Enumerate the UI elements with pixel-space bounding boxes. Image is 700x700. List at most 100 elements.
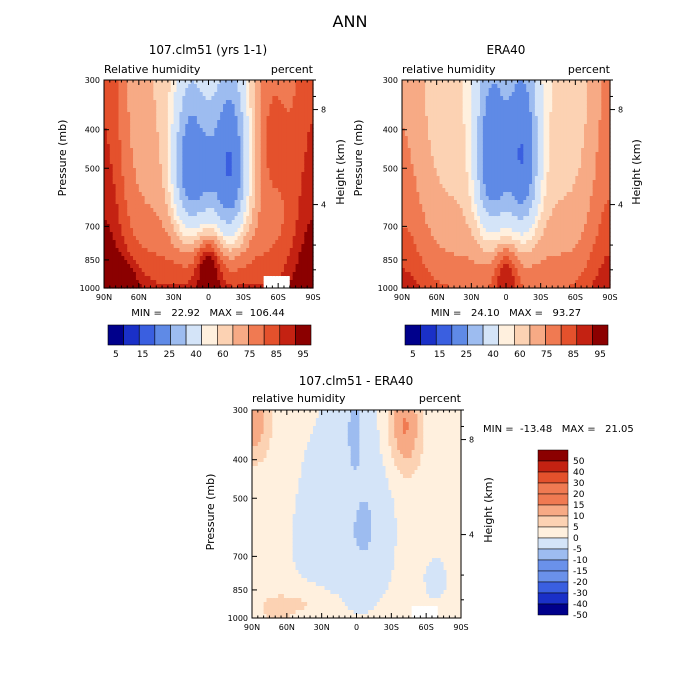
contour-cell bbox=[234, 140, 239, 145]
contour-cell bbox=[307, 228, 311, 233]
contour-cell bbox=[278, 240, 282, 245]
contour-cell bbox=[205, 100, 210, 105]
contour-cell bbox=[402, 184, 406, 189]
contour-cell bbox=[307, 220, 311, 225]
contour-cell bbox=[307, 184, 311, 189]
contour-cell bbox=[135, 128, 140, 133]
contour-cell bbox=[185, 100, 189, 105]
contour-cell bbox=[266, 188, 271, 193]
contour-cell bbox=[260, 104, 265, 109]
contour-cell bbox=[167, 212, 172, 217]
contour-cell bbox=[292, 248, 297, 253]
contour-cell bbox=[266, 92, 271, 97]
contour-cell bbox=[404, 168, 409, 173]
contour-cell bbox=[225, 124, 230, 129]
contour-cell bbox=[153, 252, 157, 257]
contour-cell bbox=[162, 180, 166, 185]
contour-cell bbox=[252, 124, 256, 129]
contour-cell bbox=[459, 112, 464, 117]
contour-cell bbox=[106, 252, 111, 257]
contour-cell bbox=[104, 268, 108, 273]
contour-cell bbox=[228, 228, 233, 233]
contour-cell bbox=[153, 212, 157, 217]
contour-cell bbox=[231, 156, 236, 161]
contour-cell bbox=[141, 164, 146, 169]
contour-cell bbox=[451, 256, 455, 261]
contour-cell bbox=[456, 272, 461, 277]
contour-cell bbox=[147, 160, 152, 165]
contour-cell bbox=[109, 256, 114, 261]
contour-cell bbox=[214, 232, 218, 237]
contour-cell bbox=[191, 128, 195, 133]
contour-cell bbox=[451, 260, 455, 265]
contour-cell bbox=[304, 120, 308, 125]
contour-cell bbox=[425, 280, 429, 285]
contour-cell bbox=[138, 112, 143, 117]
contour-cell bbox=[109, 152, 114, 157]
contour-cell bbox=[188, 208, 192, 213]
contour-cell bbox=[451, 100, 455, 105]
contour-cell bbox=[283, 240, 288, 245]
contour-cell bbox=[459, 152, 464, 157]
contour-cell bbox=[451, 212, 455, 217]
contour-cell bbox=[260, 200, 265, 205]
contour-cell bbox=[260, 240, 265, 245]
contour-cell bbox=[176, 244, 181, 249]
contour-cell bbox=[430, 272, 435, 277]
contour-cell bbox=[237, 96, 242, 101]
contour-cell bbox=[410, 132, 415, 137]
contour-cell bbox=[164, 140, 169, 145]
contour-cell bbox=[208, 164, 212, 169]
contour-cell bbox=[407, 80, 412, 85]
contour-cell bbox=[298, 200, 302, 205]
contour-cell bbox=[127, 116, 131, 121]
contour-cell bbox=[214, 276, 218, 281]
contour-cell bbox=[283, 212, 288, 217]
contour-cell bbox=[425, 232, 429, 237]
contour-cell bbox=[448, 252, 452, 257]
contour-cell bbox=[454, 200, 458, 205]
contour-cell bbox=[176, 184, 181, 189]
contour-cell bbox=[150, 200, 154, 205]
contour-cell bbox=[231, 96, 236, 101]
contour-cell bbox=[240, 156, 244, 161]
contour-cell bbox=[225, 220, 230, 225]
panel-model: 107.clm51 (yrs 1-1) Relative humidity pe… bbox=[56, 43, 347, 360]
units-label: percent bbox=[568, 63, 611, 76]
contour-cell bbox=[223, 96, 227, 101]
contour-cell bbox=[223, 136, 227, 141]
contour-cell bbox=[454, 160, 458, 165]
contour-cell bbox=[217, 252, 221, 257]
contour-cell bbox=[430, 228, 435, 233]
contour-cell bbox=[162, 100, 166, 105]
contour-cell bbox=[430, 248, 435, 253]
contour-cell bbox=[170, 212, 175, 217]
contour-cell bbox=[228, 220, 233, 225]
contour-cell bbox=[254, 96, 259, 101]
contour-cell bbox=[164, 260, 169, 265]
contour-cell bbox=[301, 204, 305, 209]
contour-cell bbox=[407, 104, 412, 109]
contour-cell bbox=[428, 172, 432, 177]
contour-cell bbox=[231, 124, 236, 129]
contour-cell bbox=[141, 136, 146, 141]
contour-cell bbox=[298, 268, 302, 273]
contour-cell bbox=[416, 192, 420, 197]
contour-cell bbox=[254, 184, 259, 189]
contour-cell bbox=[141, 228, 146, 233]
contour-cell bbox=[214, 124, 218, 129]
contour-cell bbox=[217, 92, 221, 97]
contour-cell bbox=[179, 196, 183, 201]
contour-cell bbox=[272, 152, 276, 157]
contour-cell bbox=[462, 176, 467, 181]
contour-cell bbox=[153, 268, 157, 273]
contour-cell bbox=[295, 116, 300, 121]
contour-cell bbox=[269, 148, 273, 153]
contour-cell bbox=[289, 196, 294, 201]
contour-cell bbox=[138, 116, 143, 121]
contour-cell bbox=[164, 184, 169, 189]
contour-cell bbox=[167, 268, 172, 273]
contour-cell bbox=[127, 236, 131, 241]
contour-cell bbox=[304, 160, 308, 165]
contour-cell bbox=[109, 196, 114, 201]
